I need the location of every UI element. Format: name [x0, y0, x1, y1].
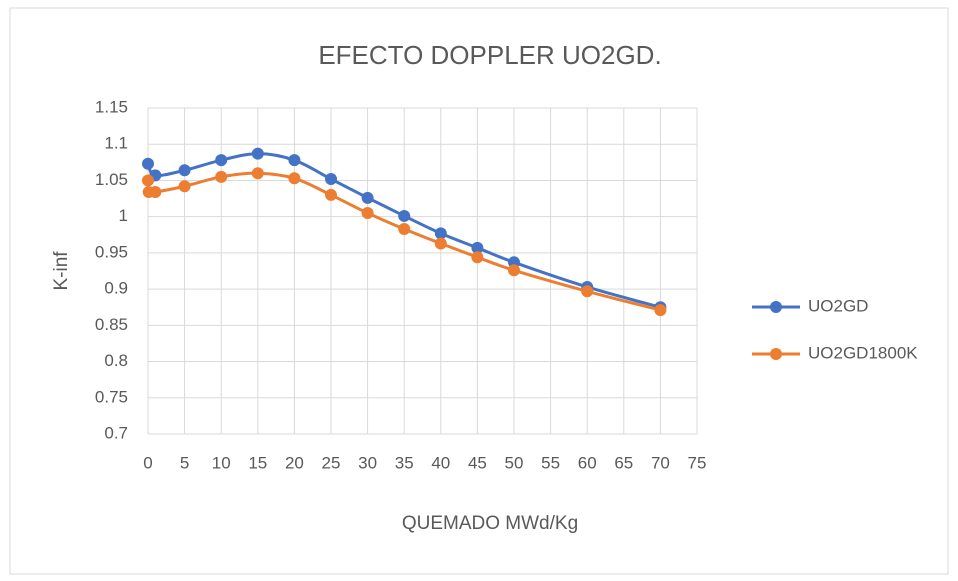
x-tick-label: 55 [541, 453, 560, 472]
data-point [251, 147, 264, 160]
y-tick-label: 0.85 [95, 315, 128, 334]
data-point [471, 241, 484, 254]
data-point [325, 188, 337, 201]
data-point [361, 207, 374, 220]
x-tick-label: 20 [285, 453, 304, 472]
x-tick-label: 25 [322, 453, 341, 472]
legend-label: UO2GD [808, 296, 868, 315]
x-tick-label: 30 [358, 453, 377, 472]
y-tick-label: 1.15 [95, 97, 128, 116]
legend-label: UO2GD1800K [808, 343, 918, 362]
data-point [215, 170, 228, 183]
data-point [142, 157, 154, 170]
data-point [178, 180, 191, 193]
y-tick-label: 0.95 [95, 242, 128, 261]
data-point [178, 164, 191, 177]
data-point [361, 191, 374, 204]
y-tick-label: 1.1 [104, 134, 128, 153]
y-tick-label: 0.7 [104, 423, 128, 442]
data-point [398, 222, 411, 235]
x-tick-label: 40 [431, 453, 450, 472]
data-point [434, 227, 447, 240]
x-tick-label: 60 [578, 453, 597, 472]
x-tick-label: 15 [248, 453, 267, 472]
x-tick-label: 35 [395, 453, 414, 472]
legend-marker [770, 301, 782, 313]
data-point [398, 209, 411, 222]
x-tick-label: 10 [212, 453, 231, 472]
x-tick-label: 50 [505, 453, 524, 472]
data-point [142, 174, 154, 187]
data-point [325, 172, 337, 185]
data-point [434, 237, 447, 250]
data-point [215, 154, 228, 167]
data-point [288, 172, 301, 185]
y-axis-label: K-inf [51, 251, 72, 291]
data-point [654, 304, 667, 317]
y-tick-label: 0.8 [104, 351, 128, 370]
x-tick-label: 70 [651, 453, 670, 472]
data-point [581, 285, 594, 298]
y-tick-label: 0.75 [95, 387, 128, 406]
x-tick-label: 5 [180, 453, 189, 472]
y-tick-label: 1 [119, 206, 128, 225]
x-tick-label: 0 [143, 453, 152, 472]
legend-marker [770, 348, 782, 360]
data-point [508, 264, 520, 277]
y-tick-label: 0.9 [104, 279, 128, 298]
x-tick-label: 45 [468, 453, 487, 472]
chart-frame [9, 7, 949, 575]
y-tick-label: 1.05 [95, 170, 128, 189]
data-point [471, 251, 484, 264]
x-axis-label: QUEMADO MWd/Kg [402, 513, 578, 534]
x-tick-label: 75 [688, 453, 707, 472]
data-point [149, 186, 162, 199]
data-point [251, 167, 264, 180]
x-tick-label: 65 [614, 453, 633, 472]
data-point [288, 154, 301, 167]
chart-title: EFECTO DOPPLER UO2GD. [318, 40, 661, 70]
